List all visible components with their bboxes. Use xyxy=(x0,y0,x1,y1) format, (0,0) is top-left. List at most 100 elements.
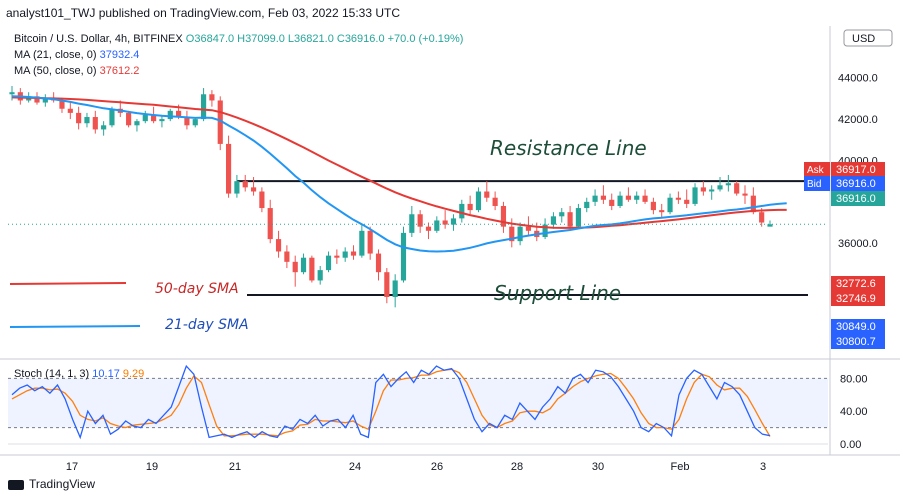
candle-body xyxy=(467,203,473,211)
candle-body xyxy=(225,143,232,194)
candle-body xyxy=(767,224,773,227)
stoch-tick-label: 0.00 xyxy=(840,439,861,451)
sma50-legend-line xyxy=(9,282,127,285)
ma50-value: 37612.2 xyxy=(99,65,140,77)
candle-body xyxy=(509,226,515,242)
price-tag-bg xyxy=(831,176,885,191)
price-tick-label: 36000.0 xyxy=(838,238,878,250)
price-tag-value: 36917.0 xyxy=(836,164,876,176)
candle-body xyxy=(475,191,482,211)
publish-header: analyst101_TWJ published on TradingView.… xyxy=(0,0,900,26)
candle-body xyxy=(59,100,65,109)
stoch-legend: Stoch (14, 1, 3) 10.17 9.29 xyxy=(14,366,144,382)
time-tick-label: 3 xyxy=(760,461,766,473)
candle-body xyxy=(375,253,382,273)
candle-body xyxy=(717,185,723,190)
candle-body xyxy=(42,98,48,103)
candle-body xyxy=(525,226,532,231)
ma21-line xyxy=(11,95,787,253)
currency-badge xyxy=(843,29,893,47)
stoch-tick-label: 80.00 xyxy=(840,373,868,385)
stoch-label: Stoch (14, 1, 3) xyxy=(14,368,90,380)
stoch-k-value: 10.17 xyxy=(92,368,120,380)
candle-body xyxy=(392,280,398,298)
candle-body xyxy=(417,214,423,227)
price-tag-label-bg xyxy=(804,176,830,191)
candle-body xyxy=(367,230,373,254)
candle-body xyxy=(275,239,282,252)
candle-body xyxy=(634,195,640,200)
candle-body xyxy=(84,117,90,124)
candle-body xyxy=(9,92,15,95)
price-tag-bg xyxy=(831,191,885,206)
candle-body xyxy=(575,208,581,227)
resistance-annotation: Resistance Line xyxy=(490,136,647,160)
candle-body xyxy=(409,214,415,233)
candle-body xyxy=(101,125,107,130)
candle-body xyxy=(684,199,690,204)
candle-body xyxy=(650,201,656,211)
symbol-label: Bitcoin / U.S. Dollar, 4h, BITFINEX xyxy=(14,33,183,45)
ohlc-values: O36847.0 H37099.0 L36821.0 C36916.0 +70.… xyxy=(185,33,464,45)
tradingview-logo-icon xyxy=(8,479,24,490)
price-tag-bg xyxy=(831,162,885,177)
candle-body xyxy=(667,197,673,213)
price-tag-bg xyxy=(831,334,885,349)
sma21-legend-line xyxy=(9,325,141,328)
candle-body xyxy=(492,197,498,206)
candle-body xyxy=(201,94,207,120)
candle-body xyxy=(309,257,315,281)
candle-body xyxy=(292,261,298,273)
candle-body xyxy=(300,257,307,273)
stoch-k-line xyxy=(11,364,771,440)
candle-body xyxy=(459,203,465,219)
candle-body xyxy=(234,181,240,194)
candle-body xyxy=(725,183,731,186)
candle-body xyxy=(109,108,115,126)
time-tick-label: 28 xyxy=(511,461,523,473)
candle-body xyxy=(217,100,223,144)
candle-body xyxy=(384,272,390,298)
price-tag-label-bg xyxy=(804,162,830,177)
candle-body xyxy=(192,119,198,126)
candle-body xyxy=(242,181,248,188)
candle-body xyxy=(542,224,548,238)
time-tick-label: 19 xyxy=(146,461,158,473)
candle-body xyxy=(350,251,357,256)
candle-body xyxy=(34,96,40,103)
stoch-band xyxy=(8,378,828,428)
currency-label: USD xyxy=(852,33,875,45)
candle-body xyxy=(750,195,756,213)
price-tag-label: Bid xyxy=(807,179,821,190)
candle-body xyxy=(92,117,98,130)
time-tick-label: Feb xyxy=(671,461,690,473)
price-tag-bg xyxy=(831,291,885,306)
candle-body xyxy=(734,183,740,194)
main-pane xyxy=(0,26,830,357)
candle-body xyxy=(267,208,273,240)
candle-body xyxy=(559,212,565,217)
candle-body xyxy=(134,121,140,126)
price-tag-value: 30849.0 xyxy=(836,321,876,333)
candle-body xyxy=(609,199,615,206)
time-tick-label: 17 xyxy=(66,461,78,473)
footer-brand[interactable]: TradingView xyxy=(8,477,95,491)
candle-body xyxy=(500,205,507,227)
candle-body xyxy=(209,94,215,101)
price-tag-bg xyxy=(831,319,885,334)
price-tick-label: 44000.0 xyxy=(838,73,878,85)
candle-body xyxy=(325,255,332,271)
candle-body xyxy=(692,187,698,204)
candle-body xyxy=(334,255,340,258)
candle-body xyxy=(759,212,765,223)
candle-body xyxy=(167,110,173,120)
ma50-line xyxy=(11,96,787,229)
candle-body xyxy=(400,232,407,281)
time-tick-label: 21 xyxy=(229,461,241,473)
candle-body xyxy=(126,112,132,126)
sma21-annotation: 21-day SMA xyxy=(165,317,249,333)
candle-body xyxy=(250,187,257,192)
candle-body xyxy=(184,117,190,126)
chart-legend: Bitcoin / U.S. Dollar, 4h, BITFINEX O368… xyxy=(14,31,463,79)
